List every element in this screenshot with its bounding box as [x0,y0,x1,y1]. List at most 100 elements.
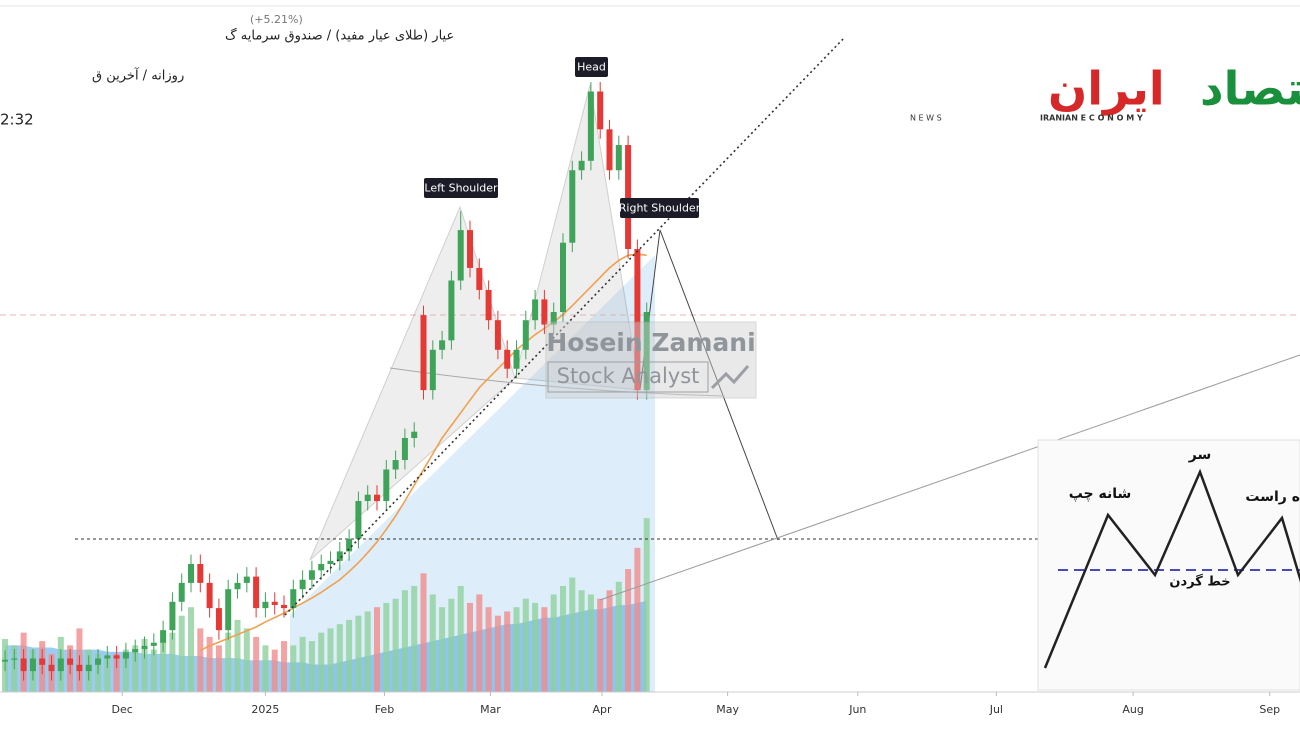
volume-bar [346,619,353,692]
candle-body [57,658,64,672]
trend-line [599,354,1300,601]
volume-bar [467,602,474,692]
candle-body [364,494,371,501]
inset-label: شانه چپ [1069,486,1132,502]
volume-bar [615,581,622,692]
watermark-role: Stock Analyst [557,364,700,388]
shaded-zone [290,255,655,692]
volume-bar [411,586,418,692]
volume-bar [625,569,632,692]
volume-bar [178,615,185,692]
watermark-box [545,321,757,399]
volume-bar [485,607,492,692]
candle-body [150,642,157,646]
volume-bar [336,624,343,692]
volume-bar [318,632,325,692]
candle-body [215,608,222,631]
candle-body [569,170,576,243]
header-change: (+5.21%) [250,13,303,26]
x-tick-label: Jun [848,703,866,716]
inset-label: خط گردن [1169,574,1230,590]
logo-word: ایران [1048,62,1165,116]
candle-body [504,349,511,369]
volume-bar [355,615,362,692]
candle-body [346,538,353,552]
candle-body [141,645,148,650]
candle-body [178,582,185,602]
candle-body [634,249,641,391]
candle-body [597,91,604,130]
volume-bar [532,602,539,692]
candle-body [587,91,594,161]
x-tick-label: May [716,703,739,716]
candle-body [476,267,483,290]
volume-bar [262,645,269,692]
volume-bar [234,619,241,692]
candle-body [85,664,92,672]
volume-bar [522,598,529,692]
volume-bar [643,518,650,692]
watermark-frame [547,361,709,393]
volume-bar [299,636,306,692]
candle-body [39,658,46,665]
label-box [575,57,608,77]
x-tick-label: 2025 [251,703,279,716]
volume-bar [634,547,641,692]
candle-body [383,469,390,501]
candle-body [429,349,436,391]
volume-bar [420,573,427,692]
candle-body [439,340,446,350]
volume-bar [122,649,129,692]
candle-body [243,576,250,583]
candle-body [392,460,399,470]
candle-body [308,570,315,580]
candle-body [513,349,520,369]
candle-body [532,299,539,321]
volume-bar [606,590,613,692]
candle-body [76,664,83,672]
volume-bar [141,639,148,692]
support-line [284,36,846,616]
volume-bar [253,636,260,692]
candle-body [355,501,362,539]
header-time: 2:32 [0,111,34,129]
candle-body [113,655,120,659]
candle-body [522,320,529,350]
volume-bar [578,590,585,692]
candle-body [20,658,27,672]
inset-panel [1037,439,1300,691]
candle-body [615,145,622,171]
axis-layer: Dec 2025 Feb Mar Apr May Jun Jul Aug Sep [112,692,1280,716]
header-subtitle: روزانه / آخرین ق [92,67,184,84]
volume-bar [169,632,176,692]
x-tick-label: Sep [1259,703,1280,716]
volume-bar [132,645,139,692]
volume-bar [364,611,371,692]
volume-bar [215,645,222,692]
candle-body [494,320,501,350]
candle-body [550,312,557,325]
candle-body [132,649,139,653]
candle-body [467,230,474,268]
candle-body [606,129,613,171]
volume-bar [494,615,501,692]
volume-bar [327,628,334,692]
header-title: عیار (طلای عیار مفید) / صندوق سرمایه گ [225,27,454,44]
candle-body [197,564,204,583]
watermark-icon [710,365,750,390]
volume-bar [160,641,167,692]
volume-bar [243,628,250,692]
volume-bar [383,602,390,692]
x-tick-label: Mar [480,703,501,716]
inset-label: سر [1188,447,1211,463]
watermark-name: Hosein Zamani [546,328,755,357]
annotation: Head [577,61,606,74]
volume-bar [569,577,576,692]
volume-bar [290,645,297,692]
volume-bar [308,641,315,692]
candle-body [299,579,306,590]
candle-body [560,242,567,312]
volume-bar [150,649,157,692]
volume-bar [513,607,520,692]
volume-bar [429,594,436,692]
